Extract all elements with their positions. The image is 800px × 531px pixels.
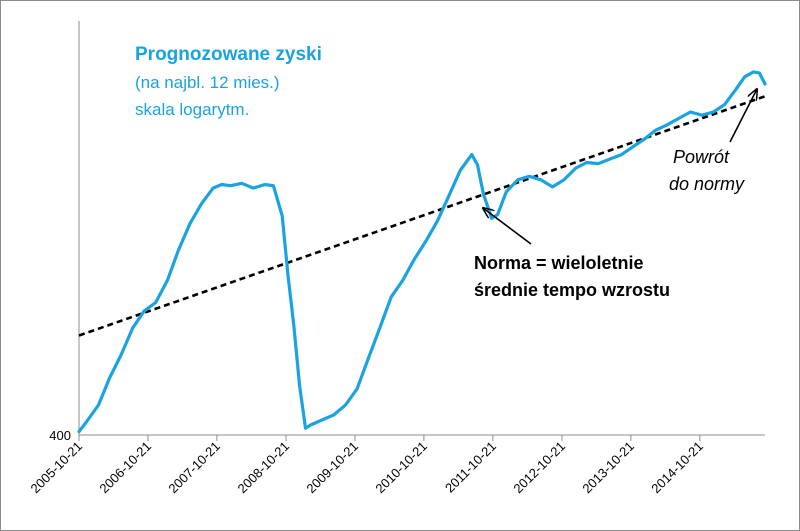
x-tick-label: 2014-10-21	[648, 439, 706, 497]
chart-subtitle-line-2: skala logarytm.	[135, 100, 249, 119]
x-tick-label: 2011-10-21	[442, 439, 499, 496]
annotation-powrot-line-1: Powrót	[673, 147, 730, 167]
y-tick-label: 400	[49, 428, 71, 443]
annotation-norma-arrow	[483, 208, 532, 245]
x-tick-label: 2009-10-21	[303, 439, 361, 497]
chart-title: Prognozowane zyski	[135, 44, 322, 65]
x-tick-label: 2007-10-21	[165, 439, 223, 497]
annotation-powrot-line-2: do normy	[669, 174, 745, 194]
chart-subtitle-line-1: (na najbl. 12 mies.)	[135, 73, 280, 92]
series-line	[77, 70, 767, 434]
x-tick-label: 2008-10-21	[235, 439, 293, 497]
x-tick-label: 2010-10-21	[372, 439, 430, 497]
annotation-norma-line-2: średnie tempo wzrostu	[474, 280, 670, 300]
x-tick-label: 2006-10-21	[96, 439, 154, 497]
x-ticks: 2005-10-21 2006-10-21 2007-10-21 2008-10-21…	[27, 435, 706, 497]
x-tick-label: 2013-10-21	[579, 439, 637, 497]
annotation-powrot-arrow	[729, 89, 757, 143]
trend-line	[78, 95, 766, 337]
annotation-norma-line-1: Norma = wieloletnie	[474, 253, 644, 273]
x-tick-label: 2012-10-21	[510, 439, 568, 497]
x-tick-label: 2005-10-21	[27, 439, 85, 497]
